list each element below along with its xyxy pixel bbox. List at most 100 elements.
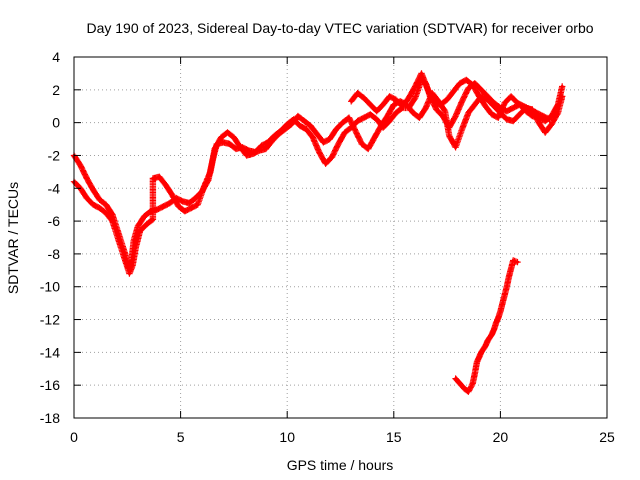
data-point (507, 275, 511, 279)
data-point (381, 103, 385, 107)
data-point (451, 89, 455, 93)
data-point (394, 111, 398, 115)
data-point (492, 327, 496, 331)
data-point (187, 201, 191, 205)
data-point (373, 135, 377, 139)
data-point (270, 139, 274, 143)
data-point (349, 99, 353, 103)
data-point (360, 142, 364, 146)
data-point (515, 260, 519, 264)
y-tick-label: -10 (40, 279, 60, 295)
data-point (475, 360, 479, 364)
data-point (142, 214, 146, 218)
data-point (296, 114, 300, 118)
grid (74, 57, 607, 418)
data-point (119, 245, 123, 249)
data-point (302, 119, 306, 123)
data-point (547, 117, 551, 121)
data-point (483, 344, 487, 348)
data-point (98, 198, 102, 202)
data-point (486, 339, 490, 343)
data-point (490, 112, 494, 116)
data-point (454, 145, 458, 149)
data-point (560, 94, 564, 98)
data-point (388, 119, 392, 123)
data-point (341, 121, 345, 125)
data-point (238, 145, 242, 149)
data-point (245, 153, 249, 157)
data-point (426, 88, 430, 92)
data-point (473, 103, 477, 107)
data-point (155, 208, 159, 212)
data-point (424, 106, 428, 110)
data-point (189, 206, 193, 210)
x-axis-label: GPS time / hours (287, 457, 394, 473)
data-point (505, 117, 509, 121)
x-tick-label: 0 (70, 429, 78, 445)
data-point (518, 112, 522, 116)
data-point (196, 203, 200, 207)
data-point (321, 140, 325, 144)
data-point (498, 309, 502, 313)
data-point (511, 258, 515, 262)
data-point (347, 116, 351, 120)
data-point (334, 127, 338, 131)
data-point (454, 114, 458, 118)
data-point (494, 321, 498, 325)
data-point (509, 94, 513, 98)
y-tick-label: -2 (48, 147, 61, 163)
data-point (202, 185, 206, 189)
data-point (110, 219, 114, 223)
plot-frame (73, 56, 608, 419)
data-point (181, 199, 185, 203)
data-point (488, 336, 492, 340)
data-point (234, 147, 238, 151)
y-axis-label: SDTVAR / TECUs (5, 182, 21, 294)
data-point (353, 129, 357, 133)
data-point (460, 127, 464, 131)
data-point (447, 134, 451, 138)
data-point (131, 263, 135, 267)
y-tick-label: -14 (40, 344, 60, 360)
data-point (505, 285, 509, 289)
x-tick-label: 20 (493, 429, 509, 445)
data-point (413, 96, 417, 100)
data-point (511, 119, 515, 123)
data-point (170, 193, 174, 197)
data-point (543, 130, 547, 134)
data-point (503, 101, 507, 105)
data-point (247, 149, 251, 153)
series-main-trace-C (348, 70, 553, 123)
data-point (134, 245, 138, 249)
data-point (471, 382, 475, 386)
data-point (379, 124, 383, 128)
data-point (458, 81, 462, 85)
data-point (375, 109, 379, 113)
series-separate-trace (452, 257, 521, 395)
data-point (304, 127, 308, 131)
data-point (315, 132, 319, 136)
data-point (392, 103, 396, 107)
data-point (317, 150, 321, 154)
data-point (432, 101, 436, 105)
data-point (228, 142, 232, 146)
data-point (176, 204, 180, 208)
data-point (110, 213, 114, 217)
data-point (388, 94, 392, 98)
data-point (289, 122, 293, 126)
x-tick-label: 15 (386, 429, 402, 445)
data-point (362, 96, 366, 100)
data-point (366, 147, 370, 151)
y-tick-label: -18 (40, 410, 60, 426)
data-point (511, 106, 515, 110)
data-point (411, 111, 415, 115)
data-point (104, 211, 108, 215)
data-point (91, 203, 95, 207)
data-point (151, 176, 155, 180)
data-point (496, 316, 500, 320)
chart-title: Day 190 of 2023, Sidereal Day-to-day VTE… (86, 20, 593, 36)
data-point (330, 155, 334, 159)
data-point (466, 111, 470, 115)
data-point (104, 203, 108, 207)
